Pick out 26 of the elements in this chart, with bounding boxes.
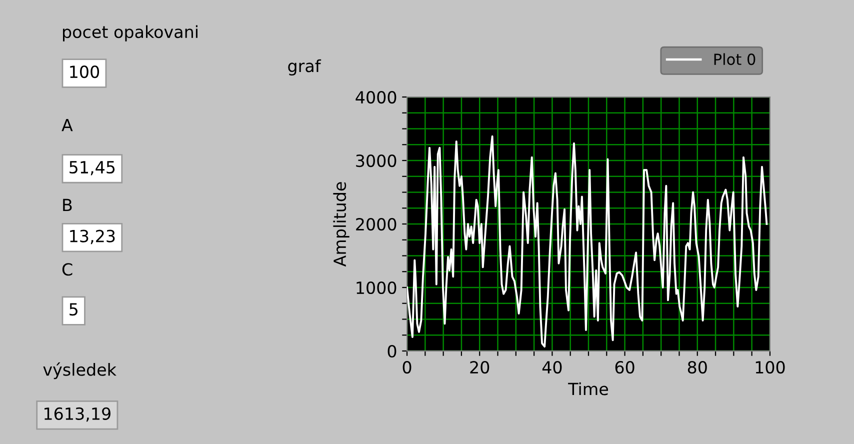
text: A bbox=[62, 118, 73, 132]
text: C bbox=[62, 263, 72, 276]
text: pocet opakovani bbox=[63, 25, 198, 42]
x-tick-label: 80 bbox=[688, 361, 707, 374]
y-axis-title: Amplitude bbox=[333, 182, 350, 267]
text: B bbox=[63, 198, 72, 212]
text: 51,45 bbox=[70, 161, 115, 176]
chart-title: graf bbox=[288, 59, 322, 76]
y-tick-label: 0 bbox=[388, 344, 396, 358]
x-tick-label: 100 bbox=[756, 361, 785, 374]
line-series bbox=[407, 135, 768, 348]
y-tick-label: 2000 bbox=[356, 218, 396, 231]
x-axis-title: Time bbox=[568, 382, 608, 396]
x-tick-label: 0 bbox=[402, 361, 412, 374]
x-tick-label: 40 bbox=[542, 361, 562, 374]
y-tick-label: 3000 bbox=[356, 154, 396, 168]
x-tick-label: 20 bbox=[470, 361, 490, 374]
text: 100 bbox=[70, 65, 100, 78]
text: 5 bbox=[70, 303, 78, 316]
legend-label: Plot 0 bbox=[714, 53, 756, 66]
x-tick-label: 60 bbox=[615, 361, 634, 374]
text: 1613,19 bbox=[44, 407, 110, 422]
y-tick-label: 4000 bbox=[356, 90, 396, 104]
text: 13,23 bbox=[70, 230, 115, 244]
text: výsledek bbox=[43, 362, 116, 380]
y-tick-label: 1000 bbox=[356, 281, 396, 294]
